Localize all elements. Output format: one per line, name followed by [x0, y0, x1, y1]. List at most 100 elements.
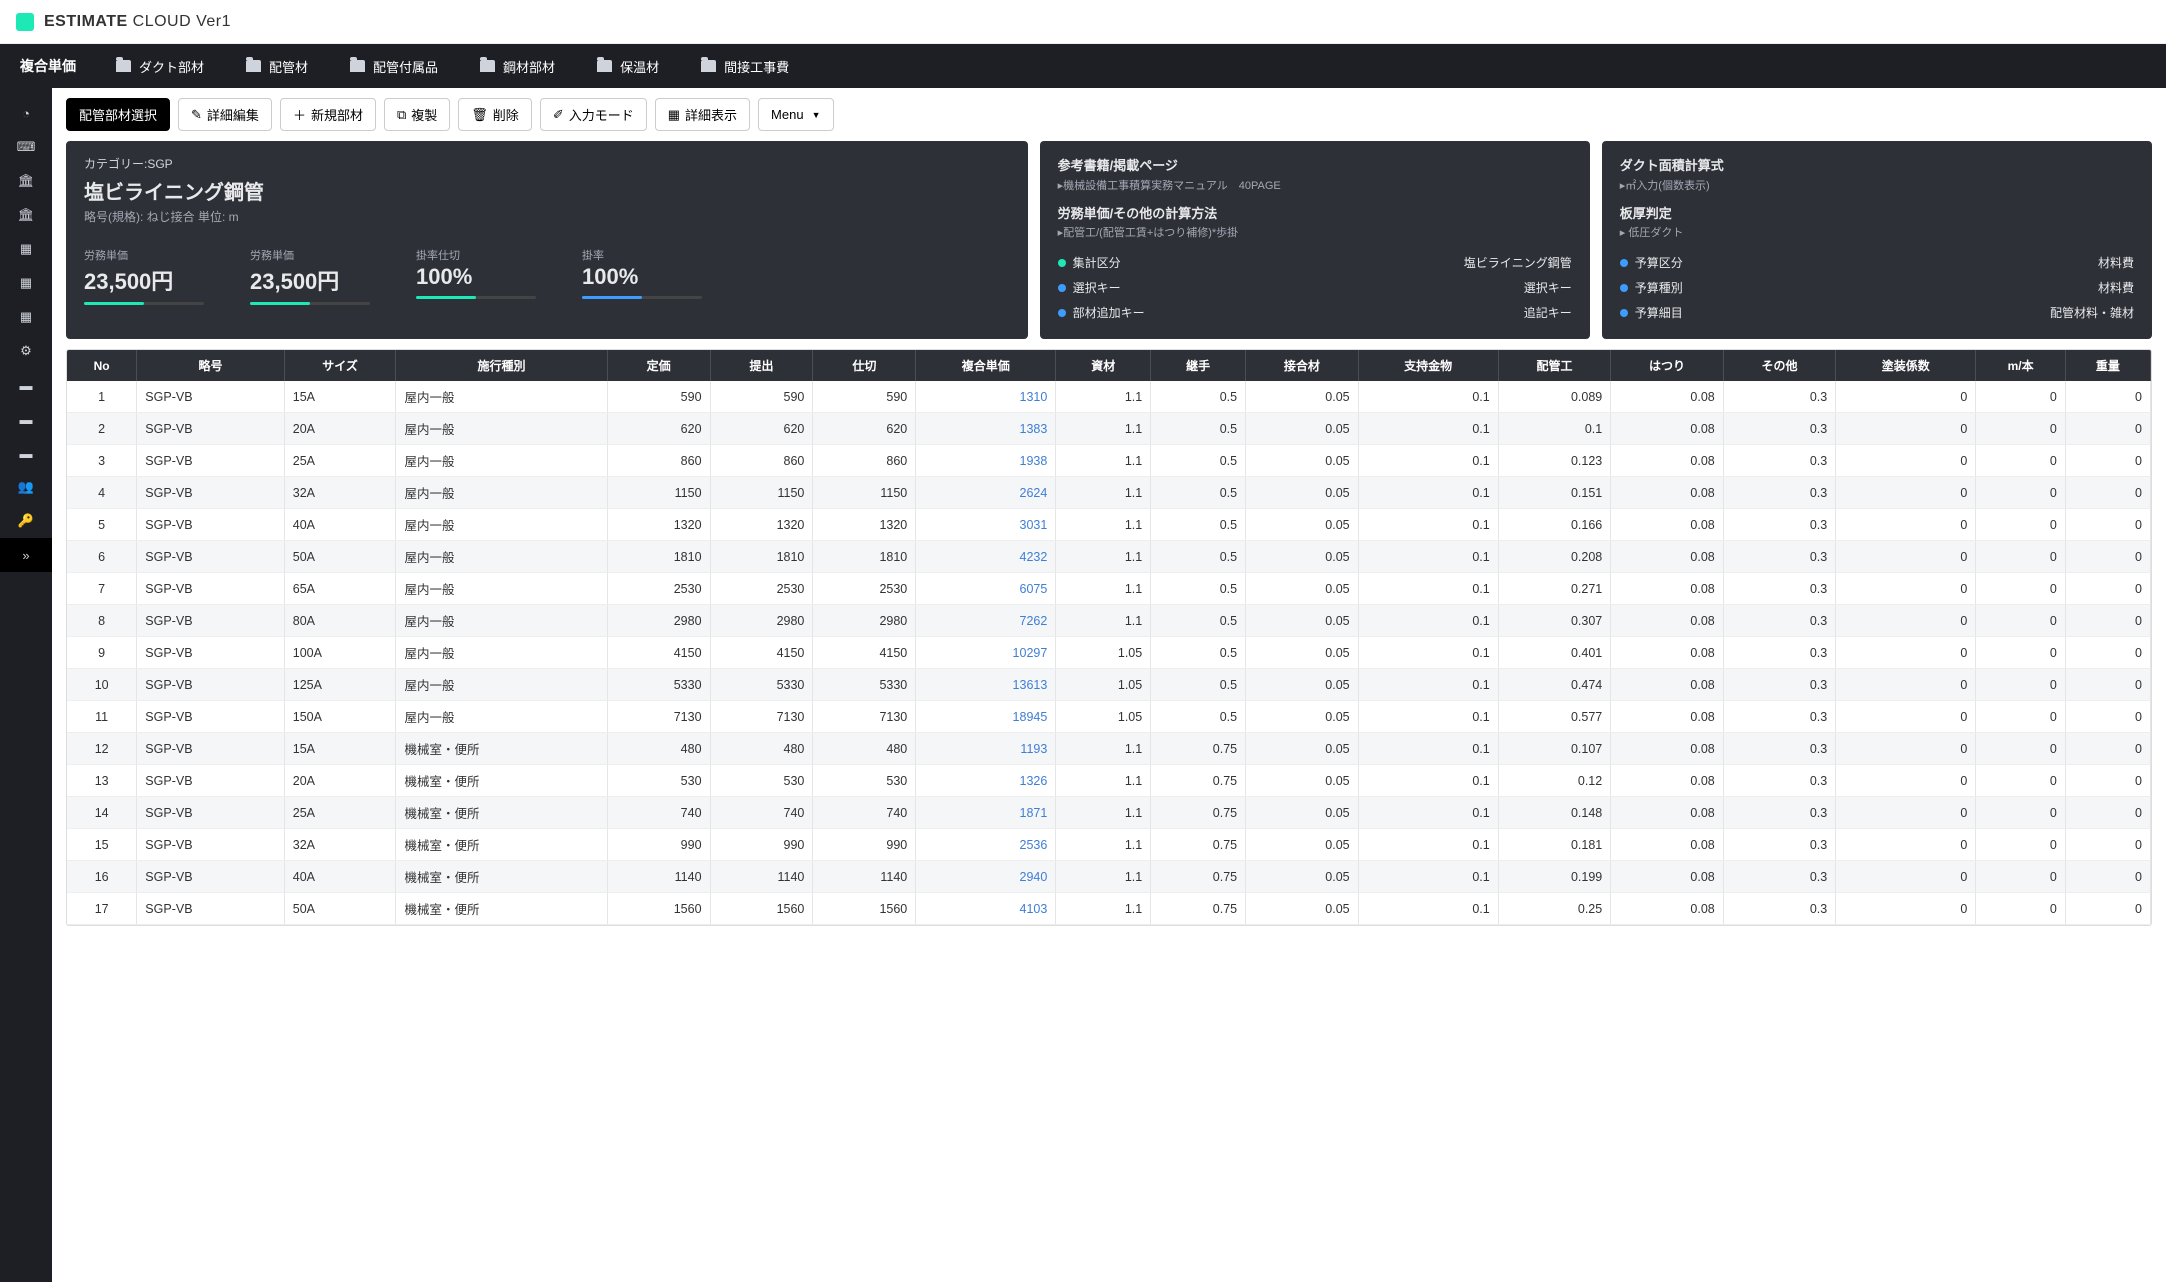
table-cell: 0.05 [1246, 605, 1359, 637]
table-cell: 0.307 [1498, 605, 1611, 637]
sidebar-bank-icon[interactable]: 🏛 [0, 164, 52, 198]
sidebar-grid1-icon[interactable]: ▦ [0, 232, 52, 266]
del-button[interactable]: 🗑削除 [458, 98, 532, 131]
topnav-item[interactable]: 鋼材部材 [480, 57, 555, 76]
table-cell: 0.08 [1611, 637, 1724, 669]
table-cell: 1.05 [1056, 701, 1151, 733]
table-cell: 屋内一般 [396, 669, 607, 701]
table-row[interactable]: 1SGP-VB15A屋内一般59059059013101.10.50.050.1… [67, 381, 2151, 413]
sidebar-key-icon[interactable]: 🔑 [0, 504, 52, 538]
table-row[interactable]: 8SGP-VB80A屋内一般29802980298072621.10.50.05… [67, 605, 2151, 637]
table-row[interactable]: 13SGP-VB20A機械室・便所53053053013261.10.750.0… [67, 765, 2151, 797]
table-cell: 1150 [813, 477, 916, 509]
table-row[interactable]: 15SGP-VB32A機械室・便所99099099025361.10.750.0… [67, 829, 2151, 861]
new-button[interactable]: ＋新規部材 [280, 98, 376, 131]
table-cell: 0.3 [1723, 637, 1836, 669]
table-cell: 7262 [916, 605, 1056, 637]
table-cell: 0 [2065, 445, 2150, 477]
table-cell: 40A [284, 861, 396, 893]
metric-value: 23,500円 [84, 264, 204, 296]
table-cell: 0.3 [1723, 477, 1836, 509]
table-cell: 0.3 [1723, 797, 1836, 829]
table-cell: 1.1 [1056, 413, 1151, 445]
table-row[interactable]: 3SGP-VB25A屋内一般86086086019381.10.50.050.1… [67, 445, 2151, 477]
select-button[interactable]: 配管部材選択 [66, 98, 170, 131]
table-cell: 0 [1836, 541, 1976, 573]
col-header: 略号 [137, 350, 284, 381]
topnav-item[interactable]: ダクト部材 [116, 57, 204, 76]
table-row[interactable]: 10SGP-VB125A屋内一般533053305330136131.050.5… [67, 669, 2151, 701]
table-cell: 100A [284, 637, 396, 669]
topnav-item[interactable]: 間接工事費 [701, 57, 789, 76]
table-cell: 25A [284, 445, 396, 477]
table-row[interactable]: 2SGP-VB20A屋内一般62062062013831.10.50.050.1… [67, 413, 2151, 445]
sidebar-bank2-icon[interactable]: 🏛 [0, 198, 52, 232]
table-cell: 0.05 [1246, 541, 1359, 573]
category-subtitle: 略号(規格): ねじ接合 単位: m [84, 208, 1010, 225]
logo-icon [16, 13, 34, 31]
dup-button[interactable]: ⧉複製 [384, 98, 450, 131]
topnav-item[interactable]: 配管材 [246, 57, 308, 76]
category-title: 塩ビライニング鋼管 [84, 176, 1010, 205]
table-cell: 2536 [916, 829, 1056, 861]
metric-bar [582, 296, 702, 299]
table-cell: 0.1 [1358, 541, 1498, 573]
app-title: ESTIMATE CLOUD Ver1 [44, 13, 231, 31]
table-row[interactable]: 17SGP-VB50A機械室・便所15601560156041031.10.75… [67, 893, 2151, 925]
table-row[interactable]: 12SGP-VB15A機械室・便所48048048011931.10.750.0… [67, 733, 2151, 765]
table-cell: 17 [67, 893, 137, 925]
ref-title: 参考書籍/掲載ページ [1058, 155, 1572, 174]
table-cell: 0.1 [1358, 637, 1498, 669]
sidebar-card1-icon[interactable]: ▬ [0, 368, 52, 402]
table-row[interactable]: 9SGP-VB100A屋内一般415041504150102971.050.50… [67, 637, 2151, 669]
menu-button[interactable]: Menu▼ [758, 98, 833, 131]
table-cell: 0.75 [1151, 765, 1246, 797]
toolbar: 配管部材選択 ✎詳細編集 ＋新規部材 ⧉複製 🗑削除 ✐入力モード ▦詳細表示 … [66, 98, 2152, 131]
sidebar-expand-icon[interactable]: » [0, 538, 52, 572]
kv-row: 集計区分塩ビライニング鋼管 [1058, 250, 1572, 275]
sidebar-users-icon[interactable]: 👥 [0, 470, 52, 504]
col-header: 施行種別 [396, 350, 607, 381]
table-cell: 0 [1976, 637, 2066, 669]
sidebar-print-icon[interactable]: ⌨ [0, 130, 52, 164]
table-cell: 50A [284, 893, 396, 925]
col-header: 継手 [1151, 350, 1246, 381]
table-cell: 1810 [813, 541, 916, 573]
detail-button[interactable]: ▦詳細表示 [655, 98, 750, 131]
table-cell: 0.5 [1151, 413, 1246, 445]
col-header: m/本 [1976, 350, 2066, 381]
table-row[interactable]: 5SGP-VB40A屋内一般13201320132030311.10.50.05… [67, 509, 2151, 541]
topnav-item[interactable]: 配管付属品 [350, 57, 438, 76]
table-cell: 0 [2065, 765, 2150, 797]
table-row[interactable]: 16SGP-VB40A機械室・便所11401140114029401.10.75… [67, 861, 2151, 893]
table-cell: 860 [813, 445, 916, 477]
table-cell: SGP-VB [137, 381, 284, 413]
table-cell: 1326 [916, 765, 1056, 797]
table-cell: 18945 [916, 701, 1056, 733]
sidebar-grid2-icon[interactable]: ▦ [0, 266, 52, 300]
folder-icon [597, 60, 612, 72]
table-cell: 0 [1976, 605, 2066, 637]
input-button[interactable]: ✐入力モード [540, 98, 647, 131]
table-cell: 4150 [710, 637, 813, 669]
sidebar-chart-icon[interactable]: ◔ [0, 96, 52, 130]
sidebar-cogs-icon[interactable]: ⚙ [0, 334, 52, 368]
table-row[interactable]: 4SGP-VB32A屋内一般11501150115026241.10.50.05… [67, 477, 2151, 509]
table-row[interactable]: 6SGP-VB50A屋内一般18101810181042321.10.50.05… [67, 541, 2151, 573]
edit-button[interactable]: ✎詳細編集 [178, 98, 272, 131]
table-cell: 0.3 [1723, 605, 1836, 637]
table-cell: 1140 [607, 861, 710, 893]
table-row[interactable]: 11SGP-VB150A屋内一般713071307130189451.050.5… [67, 701, 2151, 733]
sidebar-card2-icon[interactable]: ▬ [0, 402, 52, 436]
table-cell: 1.1 [1056, 573, 1151, 605]
table-row[interactable]: 14SGP-VB25A機械室・便所74074074018711.10.750.0… [67, 797, 2151, 829]
sidebar-card3-icon[interactable]: ▬ [0, 436, 52, 470]
table-row[interactable]: 7SGP-VB65A屋内一般25302530253060751.10.50.05… [67, 573, 2151, 605]
sidebar-grid3-icon[interactable]: ▦ [0, 300, 52, 334]
table-cell: 65A [284, 573, 396, 605]
table-cell: 1.1 [1056, 381, 1151, 413]
table-cell: 0.1 [1358, 861, 1498, 893]
topnav-item[interactable]: 保温材 [597, 57, 659, 76]
brand-light: CLOUD Ver1 [128, 13, 231, 30]
table-cell: 1320 [813, 509, 916, 541]
